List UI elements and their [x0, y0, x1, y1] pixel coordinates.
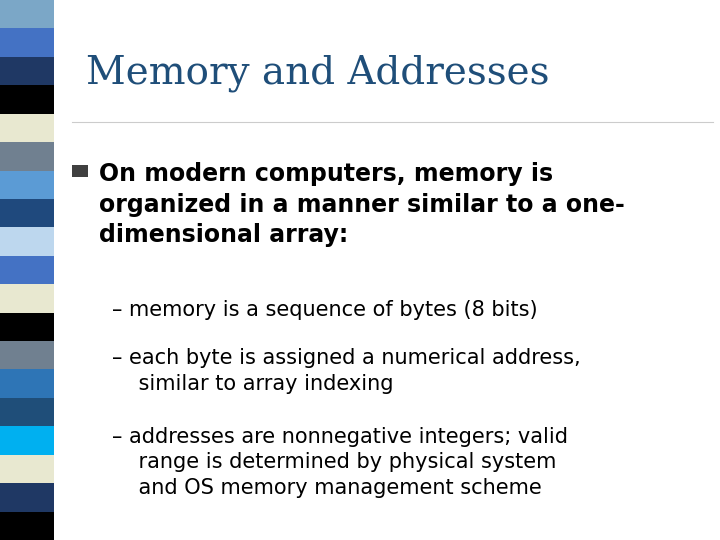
FancyBboxPatch shape [0, 426, 54, 455]
Text: Memory and Addresses: Memory and Addresses [86, 54, 550, 91]
FancyBboxPatch shape [0, 142, 54, 171]
Text: – each byte is assigned a numerical address,
    similar to array indexing: – each byte is assigned a numerical addr… [112, 348, 580, 394]
FancyBboxPatch shape [0, 256, 54, 284]
FancyBboxPatch shape [0, 284, 54, 313]
FancyBboxPatch shape [0, 199, 54, 227]
FancyBboxPatch shape [72, 165, 88, 177]
FancyBboxPatch shape [0, 369, 54, 398]
FancyBboxPatch shape [0, 227, 54, 256]
FancyBboxPatch shape [0, 29, 54, 57]
FancyBboxPatch shape [0, 483, 54, 511]
Text: – addresses are nonnegative integers; valid
    range is determined by physical : – addresses are nonnegative integers; va… [112, 427, 567, 498]
FancyBboxPatch shape [0, 0, 54, 29]
FancyBboxPatch shape [0, 341, 54, 369]
FancyBboxPatch shape [0, 313, 54, 341]
FancyBboxPatch shape [0, 57, 54, 85]
FancyBboxPatch shape [0, 455, 54, 483]
FancyBboxPatch shape [0, 85, 54, 114]
FancyBboxPatch shape [0, 511, 54, 540]
FancyBboxPatch shape [0, 398, 54, 426]
Text: – memory is a sequence of bytes (8 bits): – memory is a sequence of bytes (8 bits) [112, 300, 537, 320]
FancyBboxPatch shape [0, 114, 54, 142]
Text: On modern computers, memory is
organized in a manner similar to a one-
dimension: On modern computers, memory is organized… [99, 162, 625, 247]
FancyBboxPatch shape [0, 171, 54, 199]
